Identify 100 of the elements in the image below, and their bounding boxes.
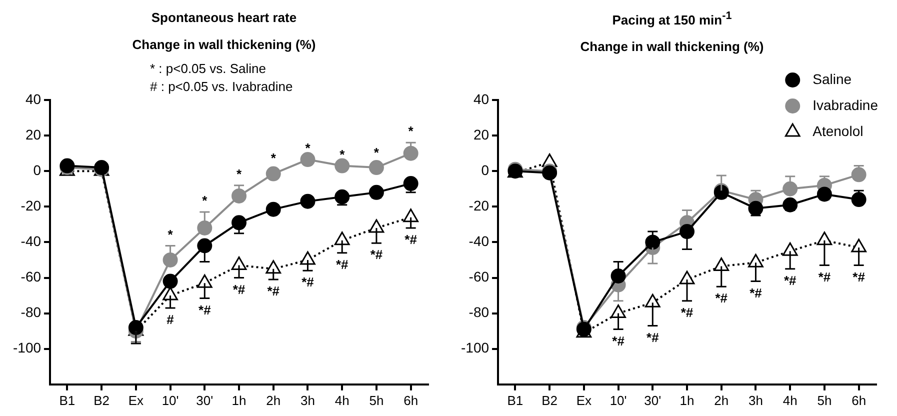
annotation: # xyxy=(166,312,175,328)
point xyxy=(368,160,384,176)
y-tick-label: 20 xyxy=(25,126,42,142)
x-tick-label: 30' xyxy=(196,392,214,408)
point xyxy=(266,260,282,274)
annotation: *# xyxy=(852,269,866,284)
point xyxy=(403,146,418,161)
y-tick-label: 0 xyxy=(481,162,490,178)
annotation: *# xyxy=(267,284,280,299)
x-tick-label: 2h xyxy=(714,392,729,408)
point xyxy=(782,181,798,196)
annotation: * xyxy=(305,140,312,156)
y-tick-label: -100 xyxy=(12,340,42,356)
x-tick-label: 6h xyxy=(404,392,418,408)
chart-subtitle: Change in wall thickening (%) xyxy=(579,39,765,54)
y-tick-label: 40 xyxy=(25,90,42,107)
point xyxy=(851,238,866,252)
x-tick-label: 1h xyxy=(680,392,694,408)
y-tick-label: 40 xyxy=(473,90,490,107)
annotation: *# xyxy=(715,290,728,306)
point xyxy=(851,192,866,208)
point xyxy=(197,238,212,254)
text: # : p<0.05 vs. Ivabradine xyxy=(150,79,293,94)
y-tick-label: -80 xyxy=(20,304,42,320)
point xyxy=(231,256,247,270)
x-tick-label: 5h xyxy=(817,392,832,408)
annotation: *# xyxy=(370,247,384,262)
point xyxy=(680,224,695,240)
point xyxy=(714,257,730,271)
point xyxy=(197,220,212,236)
annotation: * xyxy=(202,193,208,208)
point xyxy=(334,158,350,174)
x-tick-label: 10' xyxy=(610,392,627,408)
point xyxy=(162,252,178,268)
x-tick-label: 3h xyxy=(748,392,763,408)
x-tick-label: 5h xyxy=(369,392,384,408)
annotation: *# xyxy=(612,333,626,348)
chart-subtitle: Change in wall thickening (%) xyxy=(131,37,317,52)
x-tick-label: 2h xyxy=(266,392,281,408)
x-tick-label: B1 xyxy=(59,392,76,408)
point xyxy=(748,200,764,216)
point xyxy=(610,304,626,318)
point xyxy=(782,242,798,256)
x-tick-label: B2 xyxy=(542,392,558,408)
annotation: * xyxy=(374,145,380,160)
y-tick-label: 0 xyxy=(33,162,42,178)
x-tick-label: 30' xyxy=(644,392,662,408)
y-tick-label: -20 xyxy=(20,198,42,214)
annotation: *# xyxy=(680,304,694,320)
y-tick-label: 20 xyxy=(473,126,490,142)
point xyxy=(266,166,281,182)
point xyxy=(782,197,798,212)
point xyxy=(162,274,178,289)
point xyxy=(645,234,660,250)
annotation: * xyxy=(236,166,242,182)
legend-label: Ivabradine xyxy=(812,96,878,113)
x-tick-label: 3h xyxy=(300,392,315,408)
point xyxy=(232,215,247,230)
legend-label: Atenolol xyxy=(812,122,864,139)
point xyxy=(403,176,418,192)
point xyxy=(610,268,626,284)
point xyxy=(162,286,178,300)
x-tick-label: 6h xyxy=(852,392,866,408)
point xyxy=(368,184,384,200)
y-tick-label: -40 xyxy=(468,233,490,250)
chart-title: Spontaneous heart rate xyxy=(150,10,298,25)
y-tick-label: -20 xyxy=(468,198,490,214)
y-tick-label: -100 xyxy=(460,340,490,356)
x-tick-label: 4h xyxy=(782,392,798,408)
point xyxy=(334,189,350,204)
text: * : p<0.05 vs. Saline xyxy=(150,61,266,76)
annotation: * xyxy=(340,146,346,162)
x-tick-label: 4h xyxy=(334,392,350,408)
annotation: *# xyxy=(198,302,212,318)
annotation: *# xyxy=(404,232,418,248)
y-tick-label: -60 xyxy=(20,268,42,285)
point xyxy=(816,232,832,246)
point xyxy=(644,294,660,308)
annotation: *# xyxy=(750,285,763,300)
point xyxy=(266,202,281,217)
x-tick-label: 10' xyxy=(162,392,179,408)
point xyxy=(816,186,832,202)
y-tick-label: -60 xyxy=(468,268,490,285)
point xyxy=(232,188,247,204)
annotation: *# xyxy=(818,269,832,284)
point xyxy=(300,152,316,168)
x-tick-label: Ex xyxy=(128,392,144,408)
x-tick-label: 1h xyxy=(232,392,246,408)
annotation: * xyxy=(270,150,277,166)
y-tick-label: -40 xyxy=(20,233,42,250)
x-tick-label: B2 xyxy=(94,392,110,408)
y-tick-label: -80 xyxy=(468,304,490,320)
annotation: *# xyxy=(232,282,246,297)
x-tick-label: Ex xyxy=(576,392,592,408)
point xyxy=(300,194,316,209)
x-tick-label: B1 xyxy=(507,392,524,408)
annotation: * xyxy=(168,226,174,242)
annotation: *# xyxy=(302,274,315,290)
chart-title: Pacing at 150 min$^{-1}$ xyxy=(611,10,733,28)
annotation: *# xyxy=(646,330,660,345)
